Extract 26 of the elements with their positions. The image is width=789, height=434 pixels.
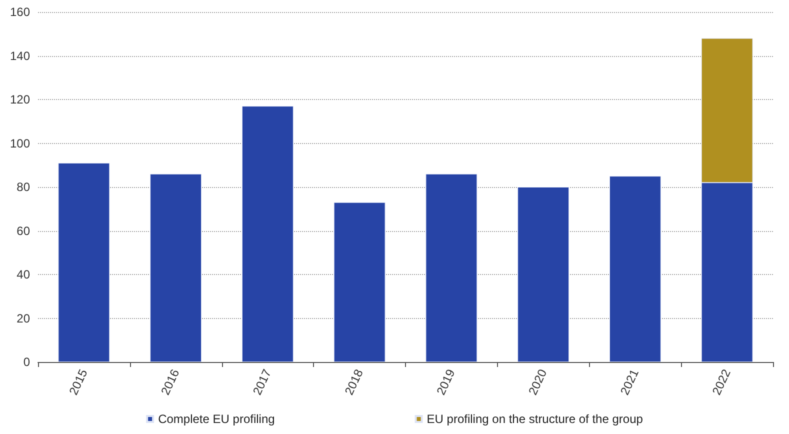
x-tick-label: 2020 — [526, 366, 550, 398]
y-tick-label: 120 — [10, 92, 30, 106]
y-tick-label: 0 — [23, 355, 30, 369]
x-tick-label: 2016 — [158, 366, 182, 398]
y-tick-label: 160 — [10, 5, 30, 19]
bar — [609, 176, 661, 362]
x-tick-label: 2022 — [709, 366, 734, 398]
y-tick-label: 100 — [10, 136, 30, 150]
x-tick-label: 2021 — [618, 366, 642, 398]
bar — [242, 106, 294, 362]
legend-label: Complete EU profiling — [158, 412, 275, 426]
y-tick-label: 20 — [16, 311, 30, 326]
bar — [150, 174, 202, 362]
x-tick-label: 2019 — [434, 366, 458, 398]
y-tick-label: 140 — [10, 48, 30, 63]
bar — [58, 162, 110, 362]
y-tick-label: 40 — [16, 268, 30, 282]
y-tick-label: 80 — [16, 180, 30, 194]
bar — [334, 202, 386, 362]
x-tick-label: 2017 — [250, 366, 274, 398]
bar — [518, 187, 570, 362]
x-tick-label: 2015 — [66, 366, 90, 398]
legend-label: EU profiling on the structure of the group — [426, 412, 644, 426]
y-tick-label: 60 — [16, 224, 30, 238]
bar — [426, 174, 478, 362]
x-tick-label: 2018 — [342, 366, 366, 398]
